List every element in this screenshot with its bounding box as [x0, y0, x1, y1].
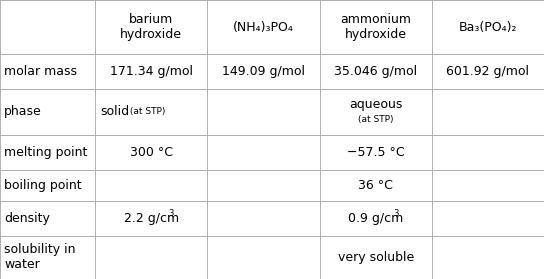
Text: density: density	[4, 212, 50, 225]
Text: melting point: melting point	[4, 146, 88, 159]
Text: 300 °C: 300 °C	[130, 146, 173, 159]
Text: aqueous: aqueous	[349, 98, 403, 111]
Text: 3: 3	[169, 209, 174, 218]
Text: 35.046 g/mol: 35.046 g/mol	[334, 65, 417, 78]
Text: boiling point: boiling point	[4, 179, 82, 192]
Text: Ba₃(PO₄)₂: Ba₃(PO₄)₂	[459, 21, 517, 33]
Text: 171.34 g/mol: 171.34 g/mol	[110, 65, 193, 78]
Text: 149.09 g/mol: 149.09 g/mol	[222, 65, 305, 78]
Text: solid: solid	[101, 105, 130, 118]
Text: −57.5 °C: −57.5 °C	[347, 146, 405, 159]
Text: barium
hydroxide: barium hydroxide	[120, 13, 182, 41]
Text: molar mass: molar mass	[4, 65, 77, 78]
Text: 601.92 g/mol: 601.92 g/mol	[447, 65, 529, 78]
Text: (at STP): (at STP)	[358, 115, 393, 124]
Text: ammonium
hydroxide: ammonium hydroxide	[340, 13, 411, 41]
Text: 2.2 g/cm: 2.2 g/cm	[123, 212, 179, 225]
Text: (NH₄)₃PO₄: (NH₄)₃PO₄	[233, 21, 294, 33]
Text: phase: phase	[4, 105, 42, 118]
Text: very soluble: very soluble	[338, 251, 414, 264]
Text: 36 °C: 36 °C	[358, 179, 393, 192]
Text: (at STP): (at STP)	[127, 107, 165, 116]
Text: 3: 3	[393, 209, 399, 218]
Text: solubility in
water: solubility in water	[4, 243, 76, 271]
Text: 0.9 g/cm: 0.9 g/cm	[348, 212, 403, 225]
